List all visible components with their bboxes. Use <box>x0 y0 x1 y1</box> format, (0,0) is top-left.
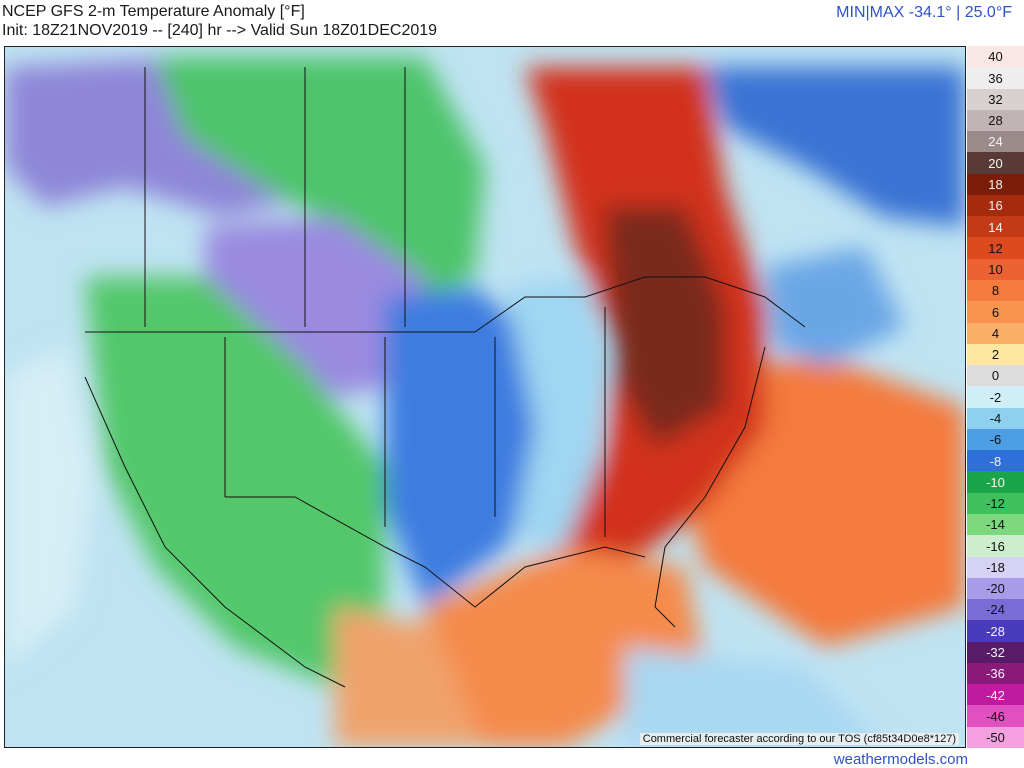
gulf-coastline-east <box>564 546 646 558</box>
colorbar-stop: -42 <box>967 684 1024 706</box>
colorbar-stop: -16 <box>967 535 1024 558</box>
colorbar-stop: -12 <box>967 492 1024 515</box>
region-northeast-canada-cool <box>705 67 965 227</box>
region-ohio-valley-very-warm <box>605 207 725 447</box>
colorbar-stop: 12 <box>967 237 1024 260</box>
colorbar-stop: -20 <box>967 577 1024 600</box>
pacific-coastline <box>84 376 346 688</box>
colorbar-stop: 16 <box>967 194 1024 217</box>
colorbar-stop: -14 <box>967 514 1024 536</box>
colorbar-stop: 8 <box>967 280 1024 302</box>
colorbar-stop: 18 <box>967 173 1024 196</box>
colorbar-stop: 20 <box>967 152 1024 175</box>
great-lakes-border <box>474 276 806 333</box>
colorbar-stop: -24 <box>967 599 1024 621</box>
colorbar-stop: -18 <box>967 556 1024 579</box>
atlantic-coastline <box>654 346 766 628</box>
colorbar-stop: 6 <box>967 301 1024 324</box>
site-credit[interactable]: weathermodels.com <box>833 751 968 768</box>
colorbar-legend: 40 36 32 28 24 20 18 16 14 12 10 8 6 4 2 0 -2 -4 -6 -8 -10 -1… <box>967 46 1024 749</box>
region-northern-plains-cold <box>205 217 425 397</box>
colorbar-stop: -46 <box>967 705 1024 728</box>
colorbar-stop: 32 <box>967 88 1024 111</box>
colorbar-stop: 28 <box>967 109 1024 132</box>
region-pacific-cool <box>5 347 95 667</box>
colorbar-stop: 14 <box>967 216 1024 238</box>
colorbar-stop: -6 <box>967 428 1024 451</box>
colorbar-stop: 10 <box>967 258 1024 281</box>
region-mexico-mixed <box>335 607 485 747</box>
region-caribbean-cool <box>625 647 885 747</box>
map-canvas <box>5 47 965 747</box>
temperature-anomaly-map[interactable]: Commercial forecaster according to our T… <box>4 46 966 748</box>
colorbar-stop: -10 <box>967 471 1024 494</box>
colorbar-stop: 4 <box>967 322 1024 345</box>
colorbar-stop: -2 <box>967 386 1024 409</box>
colorbar-stop: -50 <box>967 726 1024 749</box>
colorbar-stop: 2 <box>967 343 1024 366</box>
region-midwest-cool <box>505 277 605 567</box>
region-western-us-cold <box>85 277 385 687</box>
region-new-england-cool <box>765 247 905 367</box>
boundaries <box>84 67 806 688</box>
gulf-coastline-west <box>384 546 566 608</box>
region-central-plains-cold <box>385 287 565 607</box>
colorbar-stop: 40 <box>967 46 1024 68</box>
region-canada-green <box>155 57 485 307</box>
colorbar-stop: -36 <box>967 662 1024 685</box>
colorbar-stop: 36 <box>967 67 1024 90</box>
map-title: NCEP GFS 2-m Temperature Anomaly [°F] <box>2 3 305 20</box>
colorbar-stop: 0 <box>967 365 1024 387</box>
colorbar-stop: -28 <box>967 620 1024 643</box>
tos-note: Commercial forecaster according to our T… <box>639 733 959 745</box>
colorbar-stop: -8 <box>967 450 1024 472</box>
colorbar-stop: -32 <box>967 641 1024 664</box>
colorbar-stop: -4 <box>967 407 1024 430</box>
map-subtitle: Init: 18Z21NOV2019 -- [240] hr --> Valid… <box>2 22 438 39</box>
min-max-readout: MIN|MAX -34.1° | 25.0°F <box>836 4 1012 21</box>
colorbar-stop: 24 <box>967 131 1024 153</box>
us-mexico-border <box>225 496 386 548</box>
